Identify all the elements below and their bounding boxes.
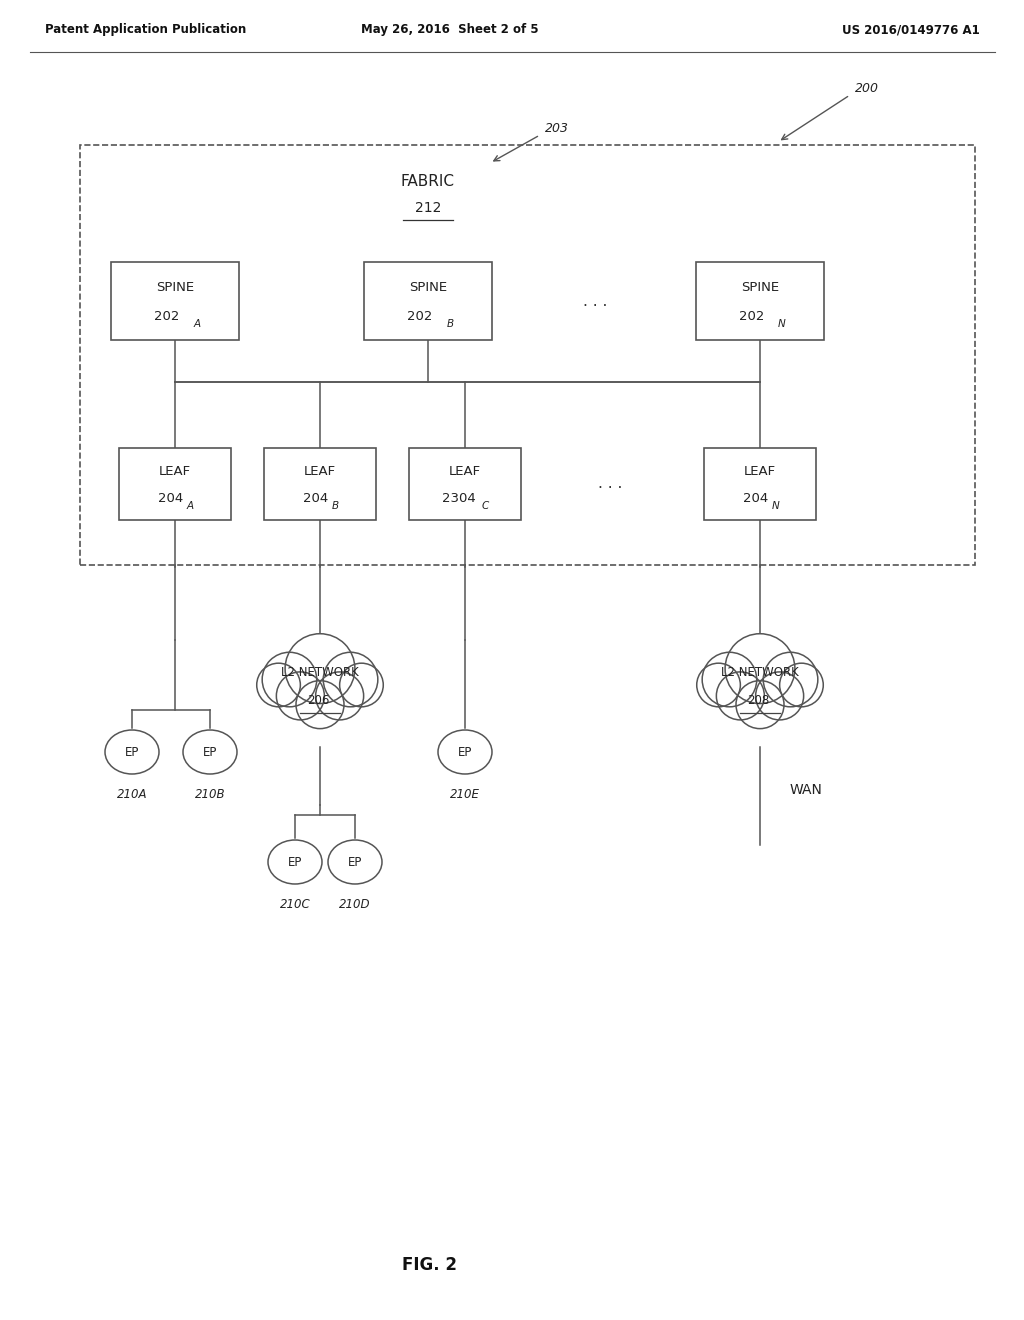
FancyBboxPatch shape [696,261,824,341]
Circle shape [702,652,757,706]
Text: 206: 206 [307,694,329,708]
Text: 2304: 2304 [442,492,476,506]
Circle shape [285,634,355,704]
Text: US 2016/0149776 A1: US 2016/0149776 A1 [843,24,980,37]
Circle shape [763,652,818,706]
Ellipse shape [183,730,237,774]
Text: 210E: 210E [451,788,480,800]
FancyBboxPatch shape [111,261,239,341]
Text: 210C: 210C [280,898,310,911]
Text: EP: EP [348,855,362,869]
Text: 210A: 210A [117,788,147,800]
Text: EP: EP [288,855,302,869]
Circle shape [779,663,823,706]
Text: LEAF: LEAF [449,465,481,478]
Ellipse shape [438,730,492,774]
Circle shape [725,634,795,704]
Text: 204: 204 [743,492,769,506]
Text: 202: 202 [155,310,179,323]
Text: LEAF: LEAF [744,465,776,478]
Circle shape [257,663,300,706]
Text: C: C [481,500,488,511]
Circle shape [696,663,740,706]
FancyBboxPatch shape [264,447,376,520]
Text: 212: 212 [415,201,441,215]
Circle shape [315,672,364,719]
Ellipse shape [328,840,382,884]
Text: . . .: . . . [598,477,623,491]
Text: 200: 200 [855,82,879,95]
Text: EP: EP [203,746,217,759]
Circle shape [717,672,764,719]
Text: 210D: 210D [339,898,371,911]
Circle shape [756,672,804,719]
Text: 202: 202 [739,310,765,323]
Text: N: N [778,319,785,330]
Text: FABRIC: FABRIC [401,174,455,190]
Text: SPINE: SPINE [156,281,195,294]
Text: L2 NETWORK: L2 NETWORK [282,667,358,680]
Circle shape [276,672,325,719]
Text: N: N [772,500,779,511]
Text: B: B [446,319,454,330]
Text: 210B: 210B [195,788,225,800]
Text: . . .: . . . [583,293,607,309]
Ellipse shape [268,840,322,884]
Circle shape [262,652,316,706]
Circle shape [340,663,383,706]
FancyBboxPatch shape [703,447,816,520]
Text: May 26, 2016  Sheet 2 of 5: May 26, 2016 Sheet 2 of 5 [361,24,539,37]
Text: WAN: WAN [790,783,823,797]
FancyBboxPatch shape [364,261,492,341]
Text: EP: EP [125,746,139,759]
Circle shape [736,681,784,729]
Text: 208: 208 [746,694,769,708]
Circle shape [296,681,344,729]
FancyBboxPatch shape [409,447,521,520]
Text: 204: 204 [303,492,329,506]
Text: Patent Application Publication: Patent Application Publication [45,24,246,37]
Text: SPINE: SPINE [741,281,779,294]
Text: A: A [187,500,195,511]
Text: 202: 202 [408,310,433,323]
Ellipse shape [105,730,159,774]
Text: SPINE: SPINE [409,281,447,294]
Text: L2 NETWORK: L2 NETWORK [721,667,799,680]
Text: EP: EP [458,746,472,759]
FancyBboxPatch shape [119,447,231,520]
Text: FIG. 2: FIG. 2 [402,1257,458,1274]
Text: A: A [194,319,201,330]
Text: LEAF: LEAF [159,465,191,478]
Text: B: B [332,500,339,511]
Circle shape [324,652,378,706]
Text: 204: 204 [159,492,183,506]
Text: 203: 203 [545,121,569,135]
Text: LEAF: LEAF [304,465,336,478]
